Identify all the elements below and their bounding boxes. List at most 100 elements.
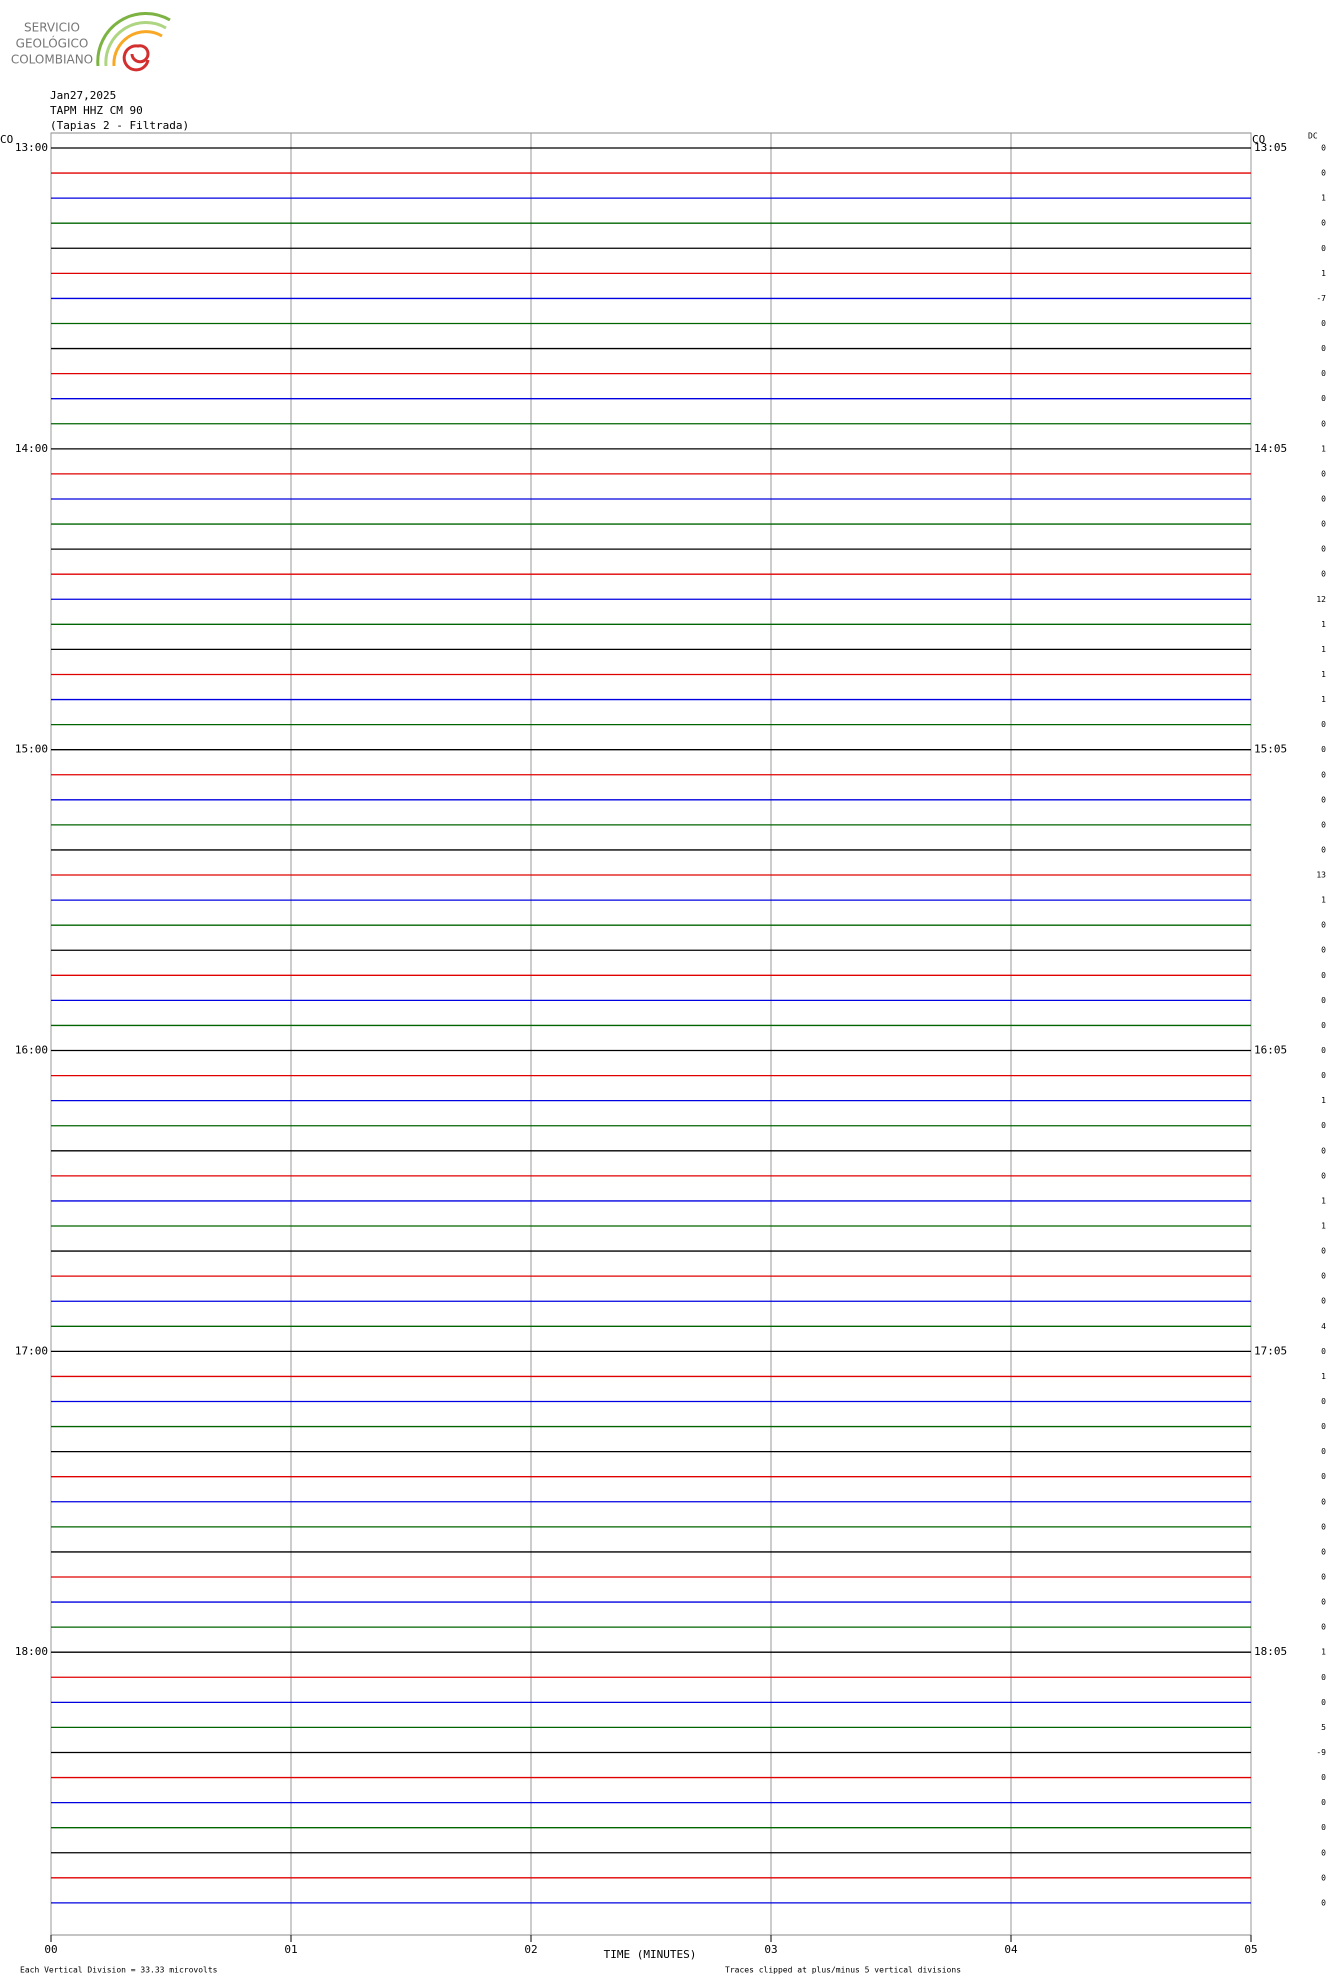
dc-value: 0 bbox=[1321, 1673, 1326, 1682]
dc-value: 0 bbox=[1321, 745, 1326, 754]
location: (Tapias 2 - Filtrada) bbox=[50, 119, 189, 132]
dc-value: 5 bbox=[1321, 1723, 1326, 1732]
dc-value: 0 bbox=[1321, 144, 1326, 153]
dc-header: DC bbox=[1308, 132, 1318, 141]
logo-mark bbox=[96, 12, 171, 72]
hour-label: 15:00 bbox=[15, 743, 48, 756]
dc-value: 0 bbox=[1321, 1071, 1326, 1080]
x-tick-label: 04 bbox=[1004, 1943, 1018, 1956]
dc-value: 0 bbox=[1321, 419, 1326, 428]
dc-value: 0 bbox=[1321, 1848, 1326, 1857]
dc-value: 0 bbox=[1321, 319, 1326, 328]
logo-text: SERVICIO bbox=[24, 21, 80, 35]
dc-value: 0 bbox=[1321, 820, 1326, 829]
dc-value: -9 bbox=[1316, 1748, 1326, 1757]
dc-value: 0 bbox=[1321, 469, 1326, 478]
dc-value: 1 bbox=[1321, 620, 1326, 629]
dc-value: 1 bbox=[1321, 695, 1326, 704]
dc-value: 0 bbox=[1321, 996, 1326, 1005]
dc-value: 0 bbox=[1321, 1297, 1326, 1306]
dc-value: 0 bbox=[1321, 946, 1326, 955]
dc-value: 0 bbox=[1321, 1347, 1326, 1356]
dc-value: 4 bbox=[1321, 1322, 1326, 1331]
dc-value: 0 bbox=[1321, 1046, 1326, 1055]
dc-value: 0 bbox=[1321, 344, 1326, 353]
dc-value: 1 bbox=[1321, 444, 1326, 453]
dc-value: 0 bbox=[1321, 1623, 1326, 1632]
dc-value: 0 bbox=[1321, 1121, 1326, 1130]
dc-value: 0 bbox=[1321, 1272, 1326, 1281]
dc-value: 0 bbox=[1321, 1447, 1326, 1456]
dc-value: 0 bbox=[1321, 394, 1326, 403]
logo-text: GEOLÓGICO bbox=[16, 36, 89, 51]
network: CO bbox=[0, 133, 13, 146]
dc-value: 0 bbox=[1321, 1773, 1326, 1782]
dc-value: 0 bbox=[1321, 1698, 1326, 1707]
dc-value: 0 bbox=[1321, 1472, 1326, 1481]
dc-value: 1 bbox=[1321, 896, 1326, 905]
dc-value: 0 bbox=[1321, 971, 1326, 980]
dc-value: 0 bbox=[1321, 1873, 1326, 1882]
x-axis-title: TIME (MINUTES) bbox=[604, 1948, 697, 1961]
dc-value: 0 bbox=[1321, 770, 1326, 779]
dc-value: 1 bbox=[1321, 1096, 1326, 1105]
dc-value: 0 bbox=[1321, 1898, 1326, 1907]
hour-label: 16:00 bbox=[15, 1044, 48, 1057]
hour-label: 18:05 bbox=[1254, 1645, 1287, 1658]
dc-value: 0 bbox=[1321, 244, 1326, 253]
dc-value: 0 bbox=[1321, 169, 1326, 178]
hour-label: 17:00 bbox=[15, 1344, 48, 1357]
dc-value: 0 bbox=[1321, 1021, 1326, 1030]
dc-value: 0 bbox=[1321, 1572, 1326, 1581]
dc-value: 0 bbox=[1321, 219, 1326, 228]
dc-value: 1 bbox=[1321, 645, 1326, 654]
x-tick-label: 03 bbox=[764, 1943, 777, 1956]
dc-value: 0 bbox=[1321, 1547, 1326, 1556]
dc-value: 0 bbox=[1321, 1522, 1326, 1531]
hour-label: 13:00 bbox=[15, 141, 48, 154]
dc-value: 0 bbox=[1321, 795, 1326, 804]
x-tick-label: 02 bbox=[524, 1943, 537, 1956]
hour-label: 18:00 bbox=[15, 1645, 48, 1658]
dc-value: 0 bbox=[1321, 1823, 1326, 1832]
plot-frame bbox=[50, 132, 1252, 1936]
dc-value: 0 bbox=[1321, 845, 1326, 854]
dc-value: 0 bbox=[1321, 1598, 1326, 1607]
dc-value: 0 bbox=[1321, 1146, 1326, 1155]
dc-value: 1 bbox=[1321, 1648, 1326, 1657]
dc-value: 0 bbox=[1321, 1247, 1326, 1256]
dc-value: 0 bbox=[1321, 1798, 1326, 1807]
dc-value: 1 bbox=[1321, 1222, 1326, 1231]
dc-value: 1 bbox=[1321, 269, 1326, 278]
x-tick-label: 05 bbox=[1244, 1943, 1257, 1956]
hour-label: 13:05 bbox=[1254, 141, 1287, 154]
hour-label: 17:05 bbox=[1254, 1344, 1287, 1357]
dc-value: 0 bbox=[1321, 720, 1326, 729]
dc-value: 0 bbox=[1321, 520, 1326, 529]
dc-value: 0 bbox=[1321, 1171, 1326, 1180]
date: Jan27,2025 bbox=[50, 89, 116, 102]
network: CO bbox=[1252, 133, 1265, 146]
dc-value: 0 bbox=[1321, 545, 1326, 554]
dc-value: 1 bbox=[1321, 194, 1326, 203]
clip-note: Traces clipped at plus/minus 5 vertical … bbox=[725, 1966, 961, 1975]
hour-label: 15:05 bbox=[1254, 743, 1287, 756]
dc-value: -7 bbox=[1316, 294, 1326, 303]
station: TAPM HHZ CM 90 bbox=[50, 104, 143, 117]
hour-label: 14:05 bbox=[1254, 442, 1287, 455]
dc-value: 0 bbox=[1321, 494, 1326, 503]
dc-value: 13 bbox=[1316, 871, 1326, 880]
hour-label: 14:00 bbox=[15, 442, 48, 455]
dc-value: 12 bbox=[1316, 595, 1326, 604]
x-tick-label: 00 bbox=[44, 1943, 57, 1956]
dc-value: 0 bbox=[1321, 570, 1326, 579]
dc-value: 1 bbox=[1321, 1372, 1326, 1381]
dc-value: 0 bbox=[1321, 921, 1326, 930]
dc-value: 0 bbox=[1321, 1397, 1326, 1406]
logo-text: COLOMBIANO bbox=[11, 53, 93, 67]
dc-value: 0 bbox=[1321, 369, 1326, 378]
x-tick-label: 01 bbox=[284, 1943, 297, 1956]
dc-value: 1 bbox=[1321, 1196, 1326, 1205]
dc-value: 1 bbox=[1321, 670, 1326, 679]
